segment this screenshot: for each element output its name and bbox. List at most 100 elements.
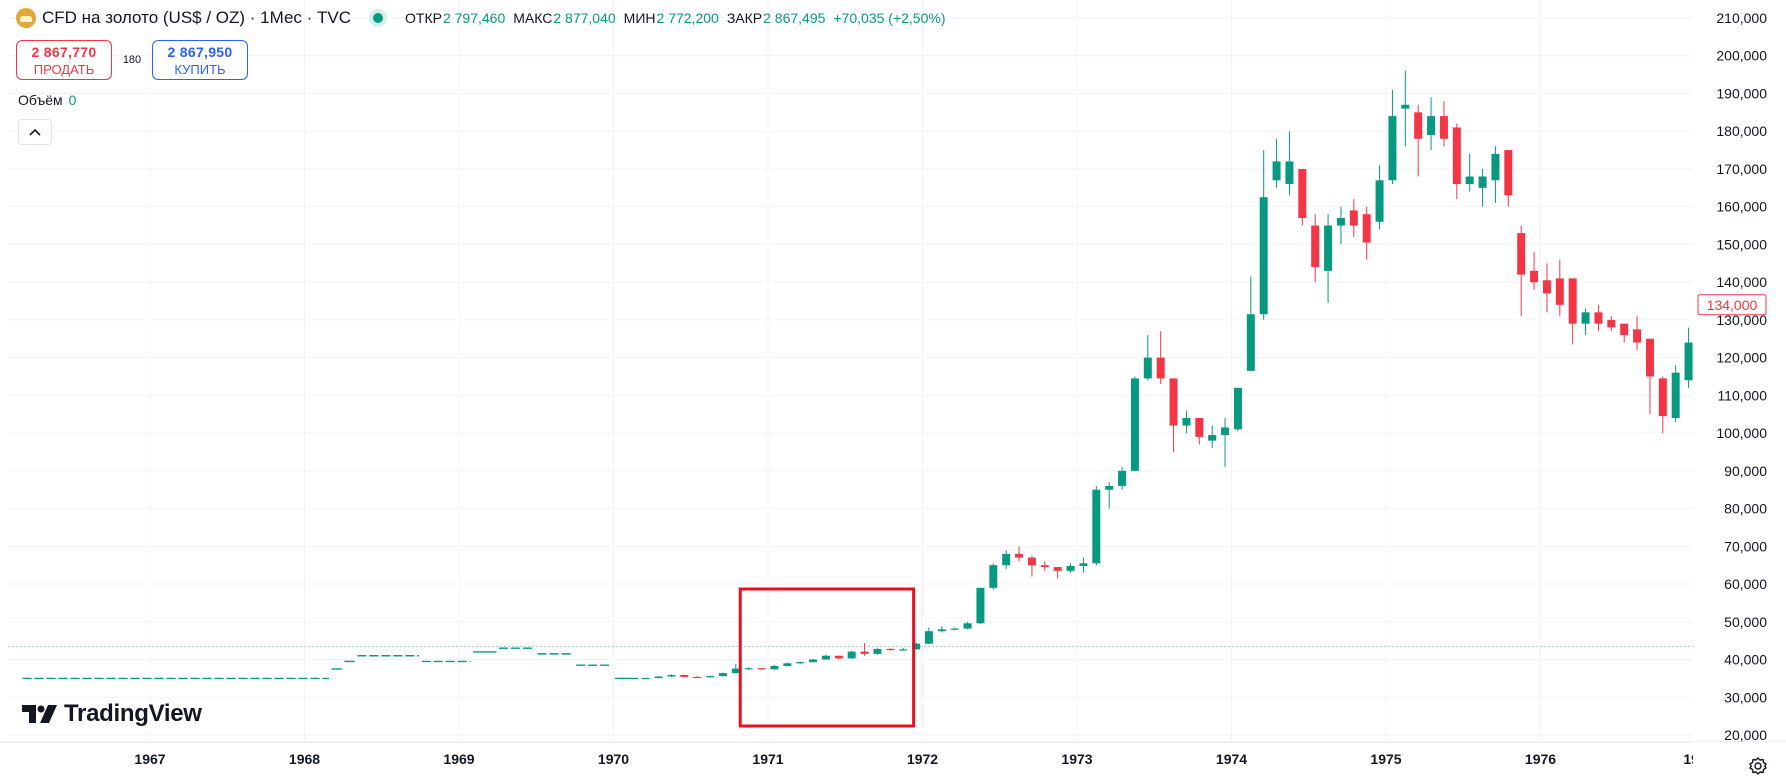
sell-price: 2 867,770	[31, 44, 97, 60]
sell-button[interactable]: 2 867,770 ПРОДАТЬ	[16, 40, 112, 80]
candle	[654, 676, 663, 679]
candle-body	[1066, 565, 1075, 571]
candle-body	[1633, 329, 1642, 343]
candle	[1272, 138, 1281, 188]
price-axis-bg	[1693, 0, 1786, 784]
symbol-legend: CFD на золото (US$ / OZ) · 1Мес · TVC ОТ…	[16, 8, 954, 28]
candle-body	[1285, 161, 1294, 185]
candle-body	[1388, 116, 1397, 181]
candle	[1491, 146, 1500, 203]
candle-body	[1259, 197, 1268, 315]
candle	[731, 663, 740, 674]
y-tick-label: 80,000	[1724, 501, 1767, 517]
candle	[1092, 485, 1101, 566]
candle	[1349, 199, 1358, 237]
settings-gear-icon[interactable]	[1748, 756, 1768, 776]
candle	[809, 658, 818, 663]
candle	[1452, 123, 1461, 200]
candle-body	[1311, 225, 1320, 268]
last-price-box	[1697, 294, 1767, 316]
candle	[1259, 150, 1268, 320]
spread-value: 180	[122, 54, 142, 66]
candle	[1414, 104, 1423, 177]
candle	[1169, 378, 1178, 452]
candle	[1105, 482, 1114, 509]
candle	[693, 676, 702, 679]
candle	[937, 626, 946, 633]
candle	[1053, 567, 1062, 579]
last-price-label: 134,000	[1707, 297, 1758, 313]
candle	[912, 642, 921, 651]
candle-body	[1272, 161, 1281, 181]
candle-body	[1233, 387, 1242, 430]
candle	[667, 674, 676, 678]
ohlc-low-label: МИН	[623, 10, 656, 26]
candle	[1285, 131, 1294, 196]
candle-body	[1568, 278, 1577, 324]
candle	[1208, 425, 1217, 449]
x-tick-label: 1971	[752, 751, 783, 767]
tradingview-logo[interactable]: TradingView	[22, 700, 202, 728]
y-tick-label: 70,000	[1724, 538, 1767, 554]
volume-label: Объём	[18, 92, 63, 108]
candle-body	[1143, 357, 1152, 379]
candle	[899, 647, 908, 651]
symbol-title[interactable]: CFD на золото (US$ / OZ) · 1Мес · TVC	[42, 8, 352, 27]
candle-body	[1555, 278, 1564, 305]
candle-body	[1208, 434, 1217, 441]
candle-body	[834, 655, 843, 659]
candle-body	[1620, 323, 1629, 335]
candle-body	[1478, 176, 1487, 188]
candle	[886, 648, 895, 651]
candle	[1645, 338, 1654, 415]
candle-body	[1246, 314, 1255, 371]
candle-body	[1504, 150, 1513, 196]
x-tick-label: 1969	[443, 751, 474, 767]
x-tick-label: 1970	[598, 751, 629, 767]
candle	[963, 621, 972, 630]
ohlc-open-label: ОТКР	[405, 10, 442, 26]
y-tick-label: 180,000	[1716, 123, 1767, 139]
candle	[924, 627, 933, 645]
candle-body	[654, 676, 663, 679]
candle	[989, 563, 998, 590]
candle-body	[1015, 553, 1024, 558]
candle	[770, 665, 779, 670]
candle	[1118, 467, 1127, 490]
candle-body	[693, 676, 702, 679]
candle	[847, 650, 856, 659]
chevron-up-icon	[29, 128, 41, 136]
tradingview-logo-icon	[22, 705, 57, 723]
y-tick-label: 110,000	[1717, 387, 1767, 403]
y-tick-label: 90,000	[1724, 463, 1767, 479]
candle	[821, 654, 830, 660]
y-tick-label: 60,000	[1724, 576, 1767, 592]
buy-button[interactable]: 2 867,950 КУПИТЬ	[152, 40, 248, 80]
x-tick-label: 1973	[1061, 751, 1092, 767]
candle-body	[1118, 470, 1127, 486]
candle	[873, 648, 882, 655]
candle	[1040, 561, 1049, 571]
candle-body	[1414, 112, 1423, 139]
candle-body	[1581, 312, 1590, 324]
x-tick-label: 1975	[1370, 751, 1401, 767]
y-tick-label: 160,000	[1716, 199, 1767, 215]
candle-body	[809, 659, 818, 663]
candle-body	[873, 648, 882, 654]
candle	[718, 672, 727, 677]
sell-label: ПРОДАТЬ	[33, 62, 95, 77]
candle-body	[1195, 418, 1204, 437]
candle-body	[1594, 312, 1603, 324]
candle-body	[847, 651, 856, 659]
candle	[1233, 387, 1242, 432]
candle-body	[1439, 116, 1448, 139]
candle	[1633, 316, 1642, 351]
candle-body	[1092, 489, 1101, 564]
candle	[1311, 214, 1320, 283]
market-open-dot-icon	[373, 13, 384, 23]
y-tick-label: 200,000	[1716, 48, 1767, 64]
y-tick-label: 170,000	[1716, 161, 1767, 177]
candle-body	[770, 665, 779, 670]
collapse-legend-button[interactable]	[18, 119, 52, 145]
